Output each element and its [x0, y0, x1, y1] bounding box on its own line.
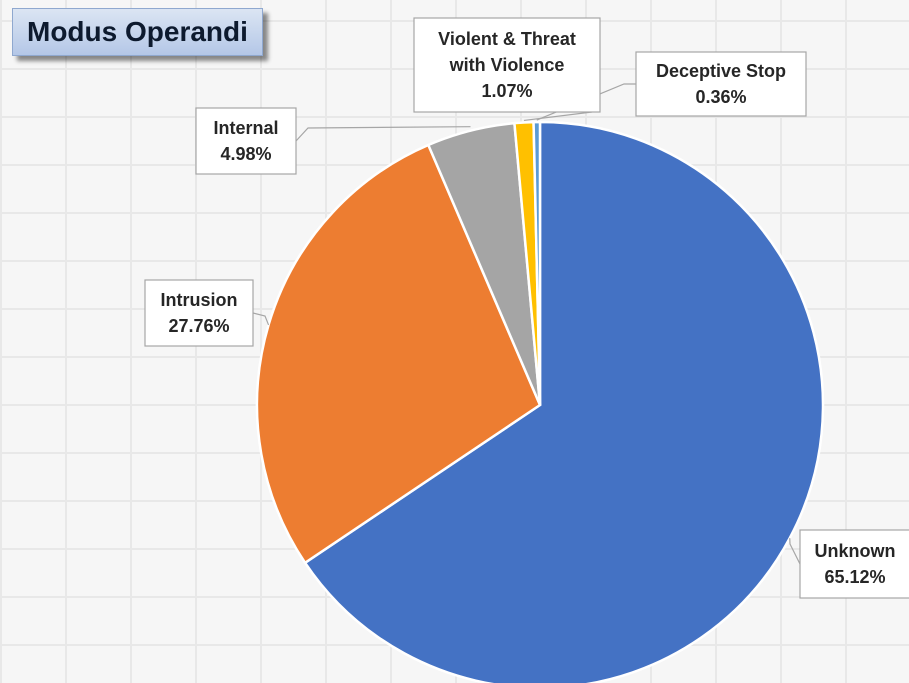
data-label-value: 65.12% — [824, 567, 885, 587]
data-label-box — [144, 279, 254, 347]
data-label-name: Intrusion — [161, 290, 238, 310]
data-label-name: Unknown — [815, 541, 896, 561]
data-label-intrusion: Intrusion 27.76% — [144, 279, 254, 347]
data-label-violent-threat-with-violence: Violent & Threat with Violence 1.07% — [413, 17, 601, 113]
data-label-box — [413, 17, 601, 113]
data-label-name: with Violence — [449, 55, 565, 75]
data-label-box — [195, 107, 297, 175]
pie-slice-deceptive-stop — [532, 120, 542, 406]
data-label-box — [635, 51, 807, 117]
data-label-name: Internal — [213, 118, 278, 138]
pie-slice-intrusion — [255, 143, 542, 565]
data-label-name: Deceptive Stop — [656, 61, 786, 81]
pie-slices — [255, 120, 825, 683]
data-label-unknown: Unknown 65.12% — [799, 529, 909, 599]
data-label-value: 27.76% — [168, 316, 229, 336]
leader-line — [523, 111, 593, 122]
leader-line — [789, 538, 801, 565]
data-labels: Unknown 65.12% Intrusion 27.76% Internal 4.98… — [144, 17, 909, 599]
data-label-value: 0.36% — [695, 87, 746, 107]
data-label-value: 1.07% — [481, 81, 532, 101]
leader-line — [295, 126, 471, 142]
data-label-name: Violent & Threat — [438, 29, 576, 49]
chart-title: Modus Operandi — [12, 8, 263, 56]
leader-line — [252, 312, 270, 326]
data-label-deceptive-stop: Deceptive Stop 0.36% — [635, 51, 807, 117]
data-label-box — [799, 529, 909, 599]
data-label-value: 4.98% — [220, 144, 271, 164]
data-label-internal: Internal 4.98% — [195, 107, 297, 175]
